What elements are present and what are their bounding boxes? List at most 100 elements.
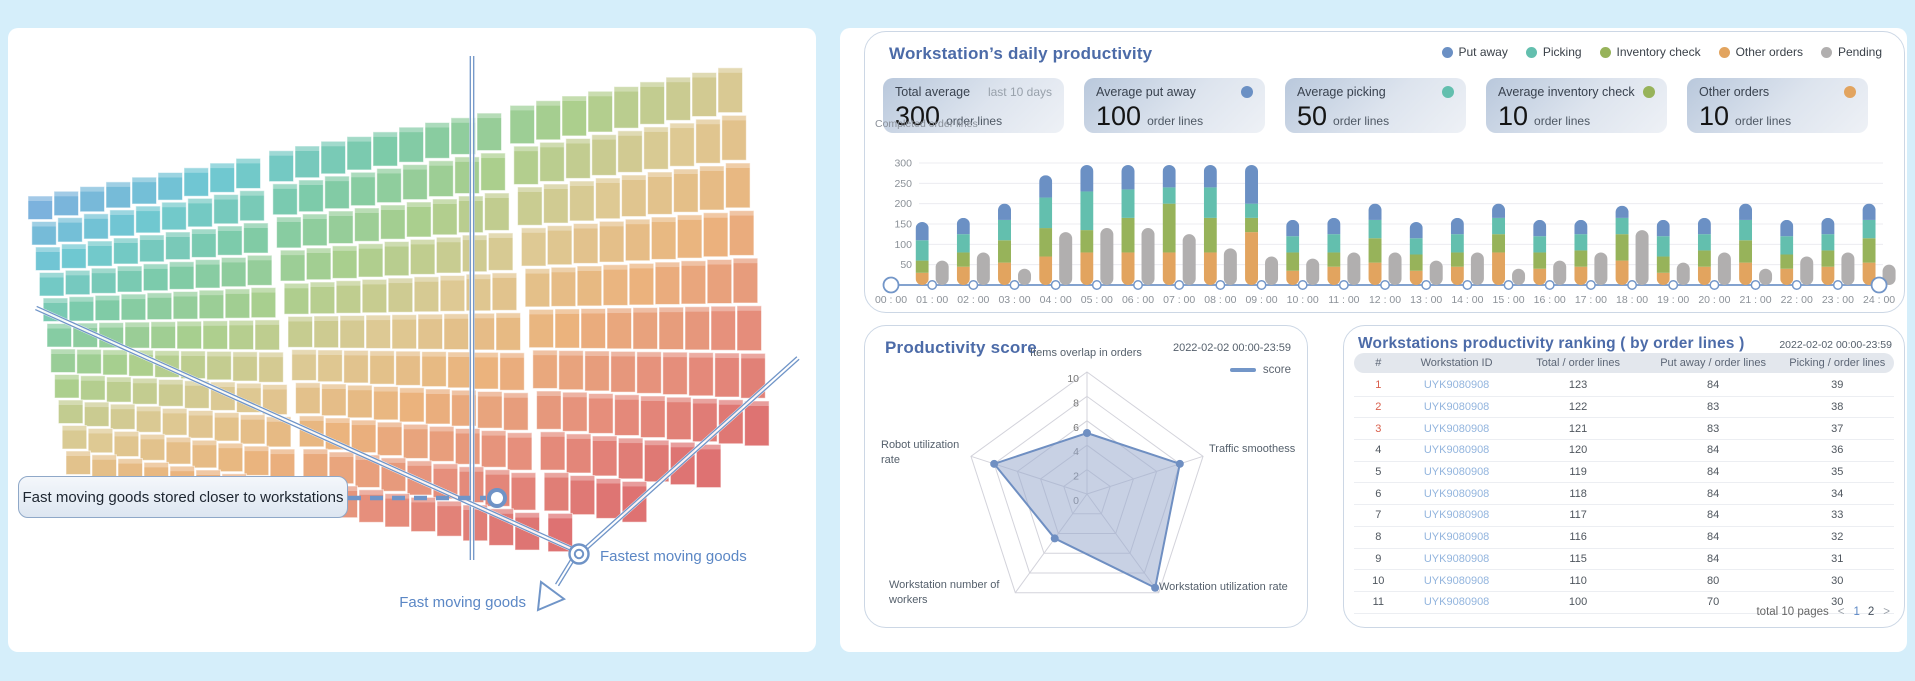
legend-label: Other orders <box>1735 45 1803 59</box>
pending-bar <box>1512 268 1526 285</box>
stacked-bar <box>1245 165 1259 285</box>
svg-text:10 : 00: 10 : 00 <box>1287 294 1319 306</box>
workstation-link[interactable]: UYK9080908 <box>1423 509 1490 522</box>
stacked-bar <box>915 221 929 285</box>
pending-bar <box>1182 234 1196 285</box>
next-page-button[interactable]: > <box>1883 606 1890 618</box>
stacked-bar <box>1574 219 1588 285</box>
stat-card-dot-icon <box>1643 86 1655 98</box>
stat-card-other-orders: Other orders 10 order lines <box>1687 78 1868 133</box>
workstation-link[interactable]: UYK9080908 <box>1423 466 1490 479</box>
score-point <box>1175 459 1184 468</box>
table-row: 3 UYK9080908 121 83 37 <box>1354 418 1894 441</box>
analytics-area: Workstation’s daily productivity Put awa… <box>840 28 1907 652</box>
fast-moving-goods-label: Fast moving goods <box>399 594 526 611</box>
svg-text:8: 8 <box>1073 397 1079 409</box>
stacked-bar <box>1862 203 1876 285</box>
warehouse-stack <box>27 67 770 553</box>
score-legend[interactable]: score <box>1229 364 1291 376</box>
workstation-link[interactable]: UYK9080908 <box>1423 596 1490 609</box>
rank-cell: 7 <box>1375 509 1382 522</box>
score-point <box>1083 429 1091 437</box>
page-button-2[interactable]: 2 <box>1867 606 1875 618</box>
put-away-cell: 84 <box>1706 531 1720 544</box>
table-row: 2 UYK9080908 122 83 38 <box>1354 397 1894 419</box>
rank-cell: 11 <box>1372 596 1384 609</box>
stat-card-dot-icon <box>1442 86 1454 98</box>
stacked-bar <box>1327 217 1341 285</box>
svg-text:13 : 00: 13 : 00 <box>1410 294 1442 306</box>
total-cell: 123 <box>1568 379 1588 392</box>
svg-text:16 : 00: 16 : 00 <box>1534 294 1566 306</box>
stacked-bar <box>1203 165 1217 285</box>
svg-text:06 : 00: 06 : 00 <box>1122 294 1154 306</box>
put-away-cell: 84 <box>1706 379 1720 392</box>
rank-cell: 9 <box>1375 552 1382 565</box>
legend-label: Picking <box>1542 45 1582 59</box>
legend-label: Pending <box>1837 45 1882 59</box>
stacked-bar <box>1162 165 1176 285</box>
score-polygon <box>992 431 1181 590</box>
legend-item-picking[interactable]: Picking <box>1525 45 1582 59</box>
workstation-link[interactable]: UYK9080908 <box>1423 444 1490 457</box>
workstation-link[interactable]: UYK9080908 <box>1423 422 1490 435</box>
legend-item-put-away[interactable]: Put away <box>1441 45 1508 59</box>
pending-bar <box>1265 256 1279 285</box>
pending-bar <box>1676 262 1690 285</box>
stat-card-sublabel: last 10 days <box>987 85 1052 99</box>
legend-item-pending[interactable]: Pending <box>1820 45 1882 59</box>
legend-label: Put away <box>1458 45 1508 59</box>
legend-item-other-orders[interactable]: Other orders <box>1718 45 1803 59</box>
score-point <box>990 459 999 468</box>
svg-text:02 : 00: 02 : 00 <box>957 294 989 306</box>
stat-card-unit: order lines <box>1333 114 1390 128</box>
stacked-bar <box>1821 217 1835 285</box>
pending-bar <box>1882 264 1896 285</box>
radar-axis-label-0: Items overlap in orders <box>1030 347 1142 359</box>
table-row: 5 UYK9080908 119 84 35 <box>1354 462 1894 484</box>
legend-item-inventory-check[interactable]: Inventory check <box>1599 45 1701 59</box>
bar-grid: 50 100 150 200 250 300 <box>894 157 1883 271</box>
workstation-link[interactable]: UYK9080908 <box>1423 552 1490 565</box>
total-cell: 116 <box>1569 531 1587 544</box>
stacked-bar <box>1450 217 1464 285</box>
picking-cell: 30 <box>1831 596 1844 609</box>
table-row: 8 UYK9080908 116 84 32 <box>1354 527 1894 549</box>
radar-axis-label-2: Workstation utilization rate <box>1159 581 1288 593</box>
stacked-bar-chart: 50 100 150 200 250 300 00 : 00 01 : 00 02 : 00 03… <box>875 157 1896 306</box>
table-row: 1 UYK9080908 123 84 39 <box>1354 375 1894 397</box>
workstation-link[interactable]: UYK9080908 <box>1423 574 1490 587</box>
workstation-link[interactable]: UYK9080908 <box>1423 487 1490 500</box>
prev-page-button[interactable]: < <box>1837 606 1845 618</box>
stat-card-total-average: Total average last 10 days 300 order lines <box>883 78 1064 133</box>
svg-text:01 : 00: 01 : 00 <box>916 294 948 306</box>
legend-label: Inventory check <box>1616 45 1701 59</box>
pending-bar <box>1141 228 1155 285</box>
page-button-1[interactable]: 1 <box>1853 606 1860 618</box>
pending-bar <box>1223 248 1237 285</box>
svg-text:300: 300 <box>894 157 912 169</box>
score-radar-chart: 0246810 <box>970 371 1204 594</box>
workstation-link[interactable]: UYK9080908 <box>1423 401 1490 414</box>
stacked-bar <box>1368 203 1382 285</box>
svg-text:100: 100 <box>894 239 912 251</box>
workstation-link[interactable]: UYK9080908 <box>1423 379 1490 392</box>
picking-cell: 30 <box>1831 574 1844 587</box>
svg-text:18 : 00: 18 : 00 <box>1616 294 1648 306</box>
pending-bar <box>1553 260 1567 285</box>
score-date-range: 2022-02-02 00:00-23:59 <box>1172 342 1291 354</box>
table-row: 11 UYK9080908 100 70 30 <box>1354 592 1894 614</box>
stat-card-unit: order lines <box>1147 114 1204 128</box>
score-legend-line-icon <box>1229 368 1256 372</box>
scene-axis-lines <box>34 56 800 587</box>
table-row: 10 UYK9080908 110 80 30 <box>1354 570 1894 592</box>
put-away-cell: 84 <box>1706 552 1720 565</box>
workstation-link[interactable]: UYK9080908 <box>1423 531 1490 544</box>
stat-card-dot-icon <box>1844 86 1856 98</box>
stacked-bar <box>1615 205 1629 285</box>
table-row: 6 UYK9080908 118 84 34 <box>1354 483 1894 506</box>
stat-card-unit: order lines <box>946 114 1003 128</box>
stat-card-label: Average put away <box>1096 85 1196 99</box>
table-row: 7 UYK9080908 117 84 33 <box>1354 505 1894 527</box>
